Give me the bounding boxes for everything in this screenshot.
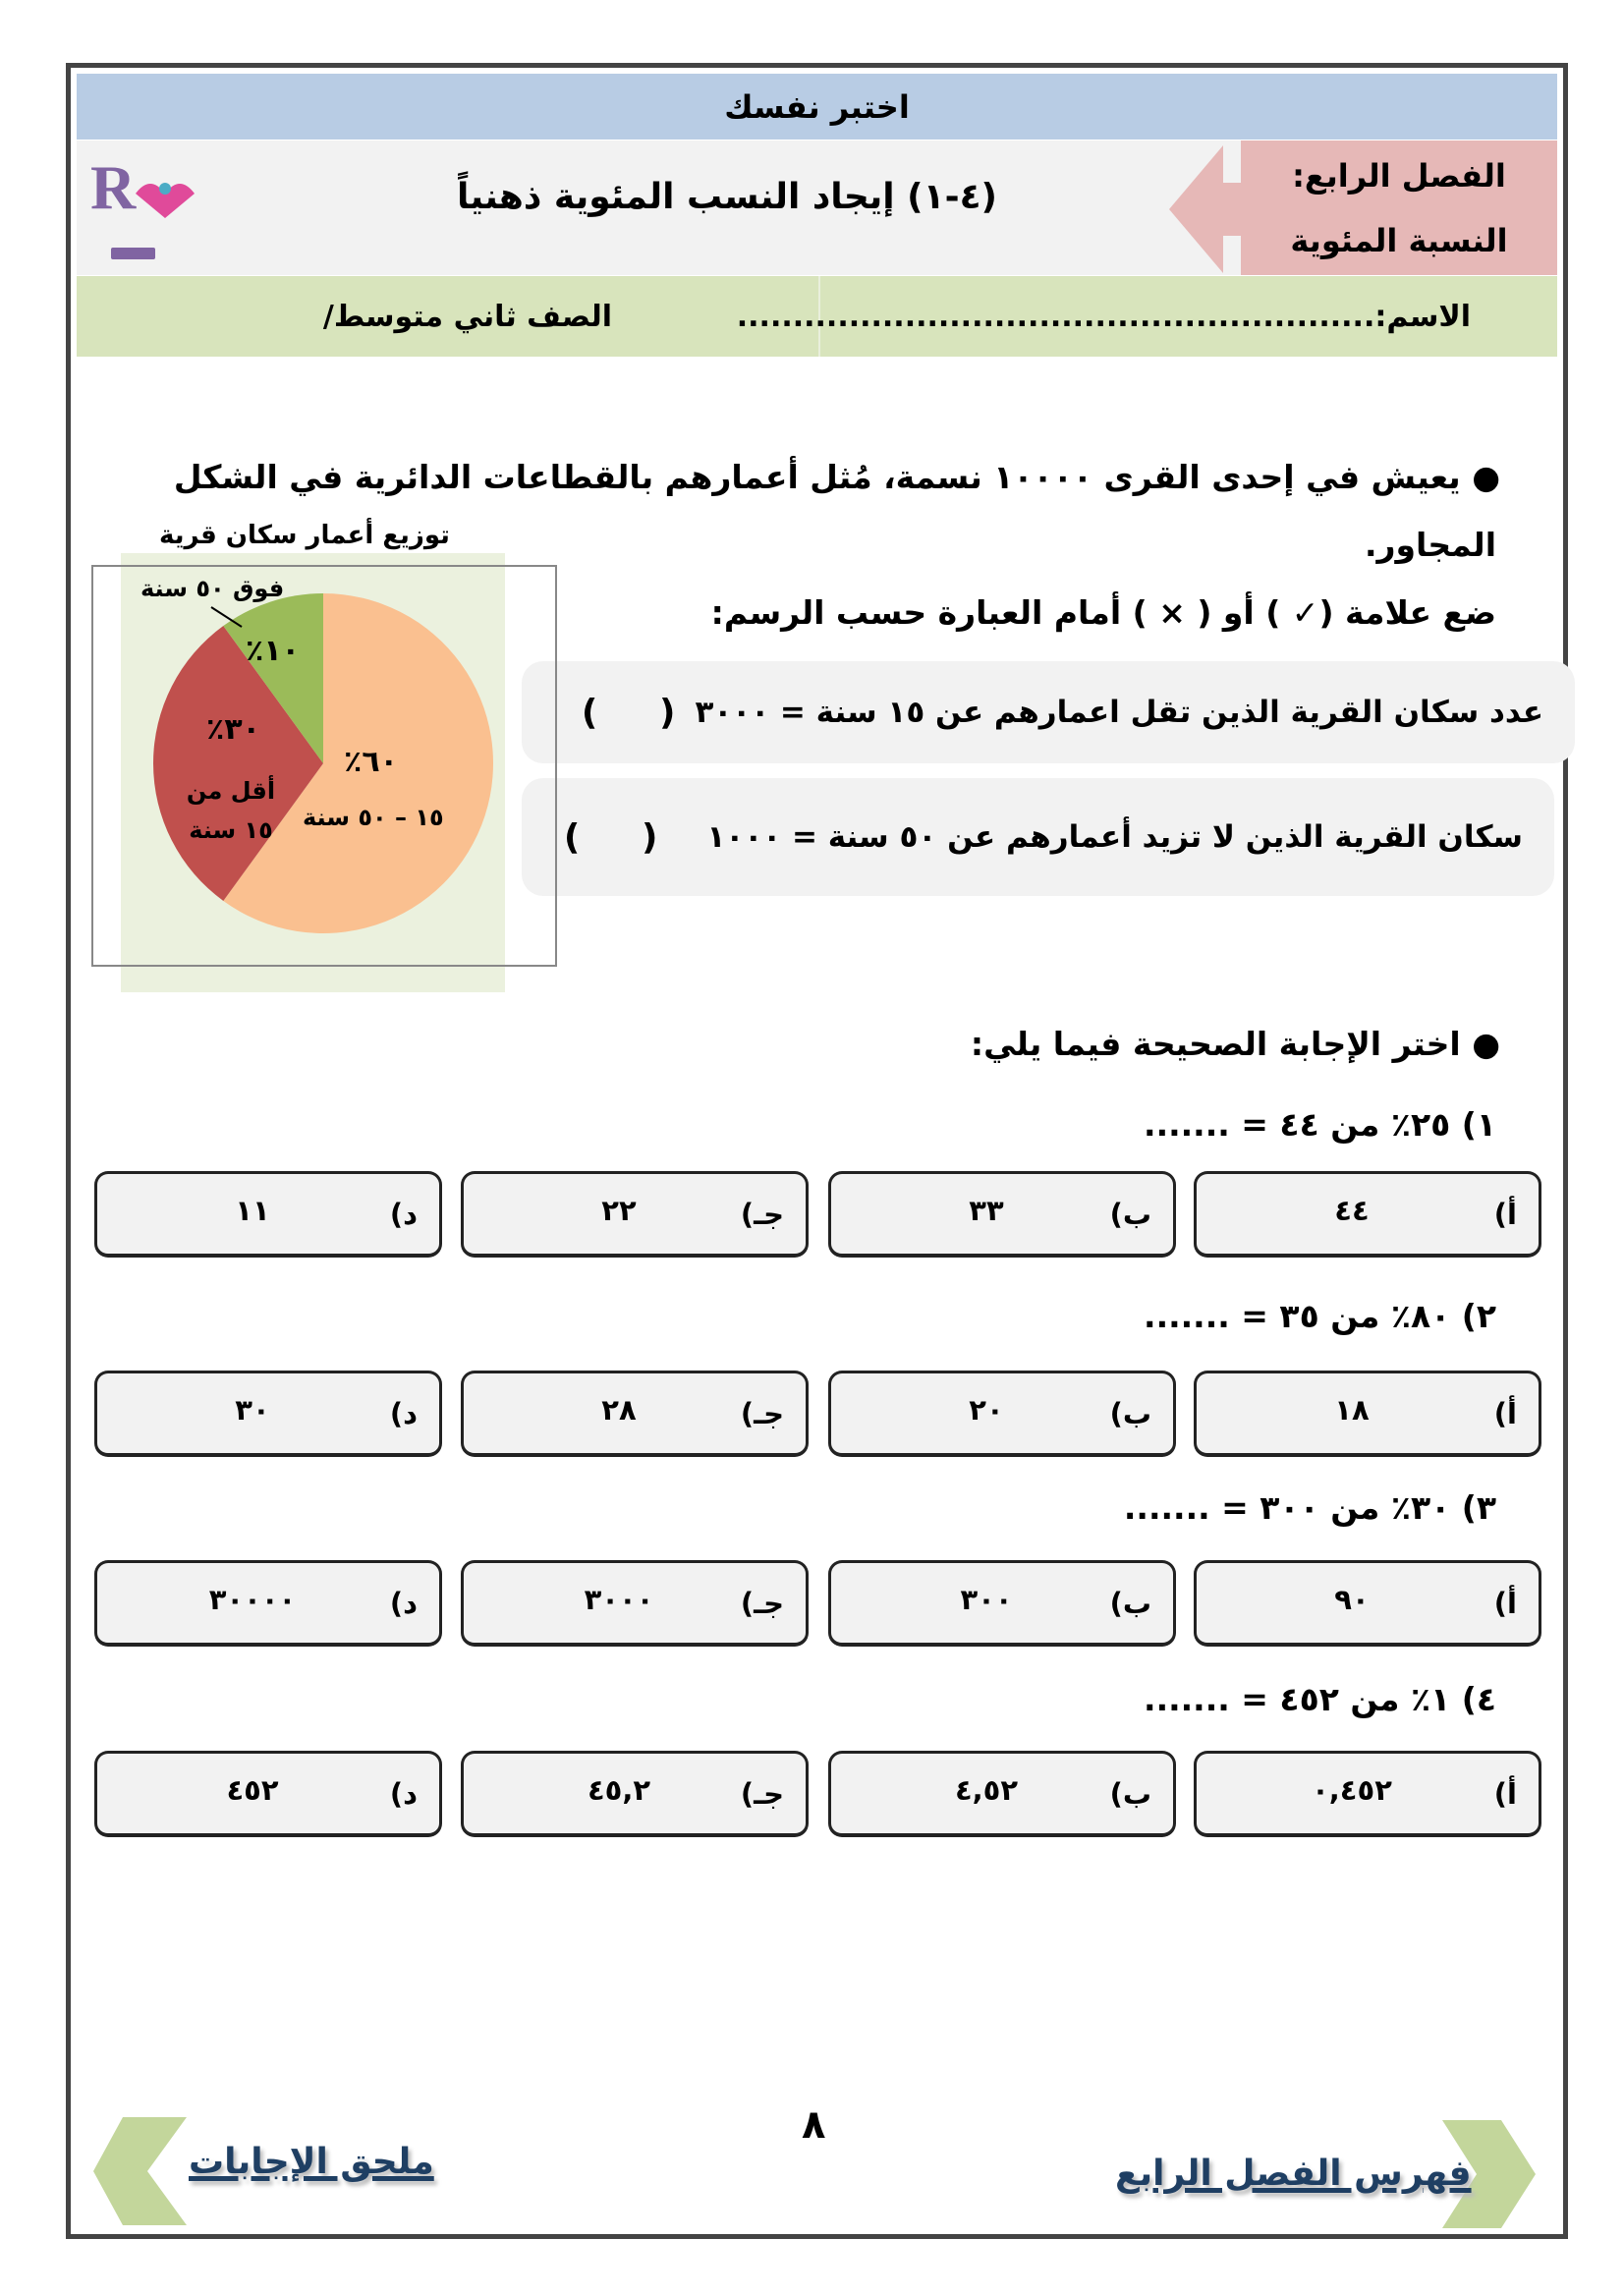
option-value: ٤٥,٢ <box>587 1773 651 1807</box>
option-letter: د) <box>389 1777 418 1811</box>
option-letter: جـ) <box>740 1777 784 1811</box>
chapter-label: الفصل الرابع: <box>1292 157 1506 195</box>
chart-title: توزيع أعمار سكان قرية <box>159 521 450 550</box>
option-button[interactable]: جـ) ٢٨ <box>461 1371 809 1457</box>
slice-label-30: أقل من ١٥ سنة <box>186 777 276 844</box>
section2-heading: ● اختر الإجابة الصحيحة فيما يلي: <box>970 1025 1500 1063</box>
option-letter: أ) <box>1493 1587 1517 1620</box>
option-value: ٤٤ <box>1334 1194 1370 1227</box>
bullet-intro: ● يعيش في إحدى القرى ١٠٠٠٠ نسمة، مُثل أع… <box>173 458 1500 496</box>
name-field[interactable]: الاسم:..................................… <box>736 300 1471 334</box>
header-title-band: اختبر نفسك <box>77 74 1557 140</box>
option-letter: ب) <box>1109 1397 1151 1430</box>
chapter-arrow-icon <box>1169 145 1248 273</box>
option-button[interactable]: أ) ٩٠ <box>1194 1560 1541 1647</box>
option-button[interactable]: جـ) ٤٥,٢ <box>461 1751 809 1837</box>
grade-label: الصف ثاني متوسط/ <box>322 300 612 334</box>
option-value: ٣٠٠٠ <box>584 1583 654 1616</box>
option-letter: جـ) <box>740 1198 784 1231</box>
option-button[interactable]: ب) ٤,٥٢ <box>828 1751 1176 1837</box>
option-letter: ب) <box>1109 1198 1151 1231</box>
pie-slice-2 <box>223 593 323 763</box>
option-letter: د) <box>389 1198 418 1231</box>
option-value: ٣٠٠ <box>960 1583 1013 1616</box>
option-button[interactable]: د) ٣٠٠٠٠ <box>94 1560 442 1647</box>
leader-line <box>210 606 243 628</box>
option-letter: د) <box>389 1397 418 1430</box>
option-value: ٢٨ <box>601 1393 637 1427</box>
slice-label-60: ١٥ – ٥٠ سنة <box>303 804 444 831</box>
option-letter: جـ) <box>740 1397 784 1430</box>
pie-slice-0 <box>223 592 494 933</box>
page-frame <box>66 63 1568 2239</box>
instruction: ضع علامة (✓ ) أو ( × ) أمام العبارة حسب … <box>710 593 1496 632</box>
slice-label-value-10: ١٠٪ <box>246 634 300 668</box>
option-button[interactable]: ب) ٣٣ <box>828 1171 1176 1258</box>
divider <box>818 276 820 357</box>
option-button[interactable]: أ) ٤٤ <box>1194 1171 1541 1258</box>
slice-label-value-60: ٦٠٪ <box>344 745 398 779</box>
student-info-band <box>77 276 1557 357</box>
option-button[interactable]: أ) ١٨ <box>1194 1371 1541 1457</box>
statement-2: سكان القرية الذين لا تزيد أعمارهم عن ٥٠ … <box>522 778 1554 896</box>
statement-1: عدد سكان القرية الذين تقل اعمارهم عن ١٥ … <box>522 661 1575 763</box>
option-value: ٩٠ <box>1334 1583 1370 1616</box>
option-button[interactable]: ب) ٢٠ <box>828 1371 1176 1457</box>
option-value: ١٨ <box>1334 1393 1370 1427</box>
lesson-title: (٤-١) إيجاد النسب المئوية ذهنياً <box>456 177 997 217</box>
question-3: ٣) ٣٠٪ من ٣٠٠ = ....... <box>1123 1488 1496 1527</box>
option-letter: أ) <box>1493 1777 1517 1811</box>
option-letter: أ) <box>1493 1198 1517 1231</box>
slice-label-10: فوق ٥٠ سنة <box>140 575 285 602</box>
option-value: ٤,٥٢ <box>954 1773 1019 1807</box>
answers-link[interactable]: ملحق الإجابات <box>189 2142 434 2182</box>
logo: R <box>86 149 214 267</box>
option-button[interactable]: ب) ٣٠٠ <box>828 1560 1176 1647</box>
pie-slice-1 <box>153 626 323 901</box>
option-value: ٣٠٠٠٠ <box>208 1583 297 1616</box>
chapter-index-link[interactable]: فهرس الفصل الرابع <box>1115 2154 1472 2194</box>
chart-frame <box>91 565 557 967</box>
intro-line2: المجاور. <box>1364 526 1496 564</box>
option-value: ٢٢ <box>601 1194 637 1227</box>
option-letter: أ) <box>1493 1397 1517 1430</box>
page-number: ٨ <box>802 2102 826 2148</box>
header-title: اختبر نفسك <box>724 87 910 126</box>
statement-text: عدد سكان القرية الذين تقل اعمارهم عن ١٥ … <box>695 695 1543 730</box>
question-2: ٢) ٨٠٪ من ٣٥ = ....... <box>1144 1297 1496 1335</box>
option-button[interactable]: د) ١١ <box>94 1171 442 1258</box>
option-button[interactable]: أ) ٠,٤٥٢ <box>1194 1751 1541 1837</box>
svg-text:R: R <box>90 152 137 222</box>
option-letter: ب) <box>1109 1777 1151 1811</box>
heading-text: اختر الإجابة الصحيحة فيما يلي: <box>970 1025 1461 1063</box>
option-value: ٣٣ <box>969 1194 1004 1227</box>
option-letter: جـ) <box>740 1587 784 1620</box>
option-button[interactable]: جـ) ٣٠٠٠ <box>461 1560 809 1647</box>
question-4: ٤) ١٪ من ٤٥٢ = ....... <box>1144 1680 1496 1718</box>
option-button[interactable]: جـ) ٢٢ <box>461 1171 809 1258</box>
chevron-right-icon[interactable] <box>1442 2120 1536 2228</box>
slice-label-value-30: ٣٠٪ <box>206 712 260 747</box>
statement-text: سكان القرية الذين لا تزيد أعمارهم عن ٥٠ … <box>706 819 1523 855</box>
option-letter: د) <box>389 1587 418 1620</box>
option-value: ٠,٤٥٢ <box>1312 1773 1392 1807</box>
option-letter: ب) <box>1109 1587 1151 1620</box>
intro-line1: يعيش في إحدى القرى ١٠٠٠٠ نسمة، مُثل أعما… <box>173 458 1461 496</box>
option-value: ٤٥٢ <box>226 1773 279 1807</box>
pie-chart <box>153 592 494 933</box>
answer-box[interactable]: ( ) <box>563 816 658 858</box>
chapter-box: الفصل الرابع: النسبة المئوية <box>1241 140 1557 275</box>
chapter-topic: النسبة المئوية <box>1290 222 1508 259</box>
question-1: ١) ٢٥٪ من ٤٤ = ....... <box>1144 1105 1496 1144</box>
option-value: ٢٠ <box>969 1393 1004 1427</box>
answer-box[interactable]: ( ) <box>581 692 676 733</box>
option-value: ٣٠ <box>235 1393 270 1427</box>
option-button[interactable]: د) ٣٠ <box>94 1371 442 1457</box>
option-value: ١١ <box>235 1194 270 1227</box>
chevron-left-icon[interactable] <box>93 2117 187 2225</box>
option-button[interactable]: د) ٤٥٢ <box>94 1751 442 1837</box>
